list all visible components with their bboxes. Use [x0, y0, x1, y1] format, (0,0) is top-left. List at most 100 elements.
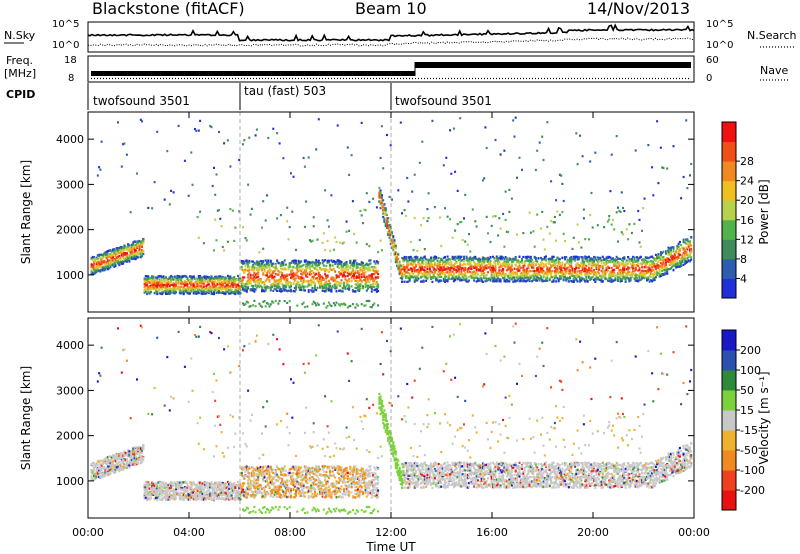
power-cell: [630, 271, 633, 274]
power-cell: [312, 282, 315, 285]
power-cell: [113, 259, 116, 262]
power-cell: [238, 278, 241, 281]
power-cell: [170, 290, 173, 293]
power-cell: [526, 279, 529, 282]
power-cell: [409, 261, 412, 264]
power-cell: [183, 274, 186, 278]
power-cell: [225, 288, 228, 291]
power-cell: [335, 287, 338, 290]
power-cell: [98, 263, 101, 266]
power-cell: [364, 278, 367, 281]
power-cell: [594, 256, 597, 259]
power-cell: [354, 272, 357, 275]
power-cell: [524, 274, 527, 277]
power-cell: [152, 277, 155, 280]
power-cell: [248, 278, 251, 281]
power-cell: [474, 257, 477, 260]
power-cell: [340, 261, 343, 264]
power-cell: [558, 173, 561, 176]
power-cell: [201, 286, 204, 289]
power-cell: [567, 262, 570, 265]
power-cell: [545, 264, 547, 267]
power-cell: [254, 273, 257, 276]
power-cell: [266, 271, 268, 274]
power-cell: [345, 282, 348, 285]
power-cell: [297, 283, 300, 286]
power-cell: [406, 260, 409, 263]
power-cell: [389, 144, 392, 147]
power-cell: [598, 257, 601, 260]
power-cell: [480, 267, 483, 270]
power-cell: [380, 198, 383, 201]
power-cell: [523, 270, 526, 273]
power-cell: [608, 218, 611, 221]
power-cell: [518, 156, 521, 159]
power-cell: [463, 257, 465, 260]
power-cell: [543, 248, 546, 251]
power-cell: [409, 258, 412, 261]
power-cell: [605, 268, 608, 271]
power-cell: [375, 260, 378, 263]
power-cell: [127, 257, 130, 260]
power-cell: [436, 266, 439, 269]
power-cell: [538, 271, 541, 274]
power-cell: [524, 276, 527, 279]
power-cell: [553, 271, 556, 274]
power-cell: [409, 267, 412, 270]
power-cell: [127, 249, 130, 252]
power-cell: [615, 211, 618, 214]
power-cell: [474, 266, 477, 269]
power-cell: [418, 266, 421, 269]
power-cell: [238, 158, 241, 161]
power-cell: [303, 259, 306, 262]
power-cell: [529, 259, 532, 262]
power-cell: [237, 290, 239, 293]
power-cell: [422, 280, 425, 283]
power-cell: [417, 261, 420, 264]
power-cell: [469, 250, 472, 253]
power-cell: [471, 208, 474, 211]
power-cell: [512, 270, 515, 274]
power-cell: [154, 282, 157, 285]
power-cell: [354, 276, 357, 279]
power-cell: [593, 255, 595, 259]
power-cell: [257, 264, 260, 267]
power-cell: [648, 266, 651, 269]
power-cell: [446, 258, 449, 261]
power-cell: [118, 261, 121, 264]
power-cell: [618, 276, 621, 279]
power-cell: [604, 258, 607, 261]
power-cell: [459, 277, 462, 280]
power-cell: [211, 184, 214, 188]
power-cell: [192, 289, 195, 292]
power-cell: [225, 277, 228, 280]
power-cell: [494, 138, 497, 142]
power-cell: [353, 263, 356, 266]
power-cell: [257, 281, 260, 285]
power-cell: [315, 267, 318, 271]
power-cell: [565, 267, 568, 270]
power-cell: [181, 281, 184, 284]
power-cell: [475, 257, 478, 260]
power-cell: [634, 266, 637, 269]
power-cell: [524, 270, 527, 273]
power-cell: [249, 279, 252, 282]
power-cell: [310, 272, 313, 276]
power-cell: [195, 129, 198, 132]
power-cell: [586, 256, 589, 259]
power-cell: [267, 278, 270, 281]
power-cell: [584, 269, 587, 273]
power-cell: [618, 270, 621, 273]
power-cell: [561, 211, 564, 214]
power-cell: [173, 288, 176, 291]
power-cell: [320, 275, 323, 278]
power-cell: [224, 278, 227, 281]
power-cell: [303, 225, 306, 228]
power-cell: [110, 256, 113, 259]
power-cell: [403, 268, 406, 271]
power-cell: [642, 276, 645, 279]
power-cell: [436, 265, 439, 268]
power-cell: [177, 275, 180, 278]
power-cell: [476, 262, 479, 265]
power-cell: [350, 263, 353, 266]
